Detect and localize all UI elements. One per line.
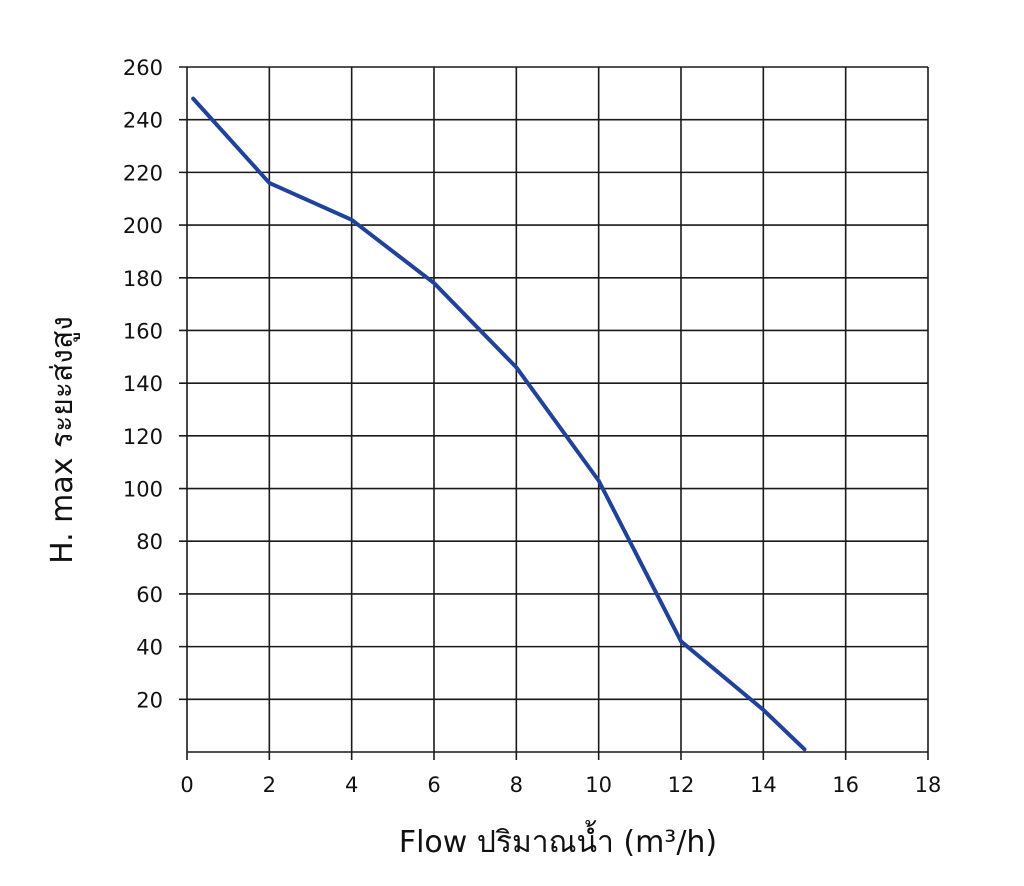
- y-tick-label: 260: [123, 56, 163, 80]
- data-point: [191, 97, 195, 101]
- data-point: [761, 708, 765, 712]
- series: [191, 96, 807, 752]
- y-tick-label: 20: [136, 688, 163, 712]
- x-tick-label: 14: [750, 773, 777, 797]
- y-tick-label: 240: [123, 109, 163, 133]
- data-point: [432, 281, 436, 285]
- y-tick-label: 40: [136, 636, 163, 660]
- y-tick-label: 180: [123, 267, 163, 291]
- data-point: [679, 639, 683, 643]
- data-point: [803, 747, 806, 751]
- data-point: [350, 218, 354, 222]
- x-tick-label: 10: [585, 773, 612, 797]
- axes: [186, 67, 929, 760]
- x-tick-label: 2: [263, 773, 276, 797]
- y-tick-labels: 20 40 60 80 100 120 140 160 180 200 220 240 260: [123, 56, 163, 712]
- y-tick-label: 140: [123, 372, 163, 396]
- x-tick-label: 16: [832, 773, 859, 797]
- y-tick-label: 60: [136, 583, 163, 607]
- x-tick-label: 6: [427, 773, 440, 797]
- series-line: [191, 96, 807, 752]
- y-tick-label: 80: [136, 530, 163, 554]
- x-tick-labels: 0 2 4 6 8 10 12 14 16 18: [180, 773, 941, 797]
- x-tick-label: 4: [345, 773, 358, 797]
- y-tick-label: 120: [123, 425, 163, 449]
- x-tick-label: 12: [668, 773, 695, 797]
- data-point: [514, 365, 518, 369]
- y-tick-label: 100: [123, 478, 163, 502]
- x-tick-label: 18: [915, 773, 942, 797]
- x-tick-label: 8: [510, 773, 523, 797]
- x-tick-label: 0: [180, 773, 193, 797]
- y-tick-label: 220: [123, 161, 163, 185]
- x-axis-title: Flow ปริมาณน้ำ (m³/h): [399, 820, 717, 860]
- data-point: [597, 479, 601, 483]
- data-point: [267, 181, 271, 185]
- y-tick-label: 200: [123, 214, 163, 238]
- y-axis-title: H. max ระยะส่งสูง: [45, 316, 80, 564]
- grid: [179, 66, 929, 752]
- y-tick-label: 160: [123, 319, 163, 343]
